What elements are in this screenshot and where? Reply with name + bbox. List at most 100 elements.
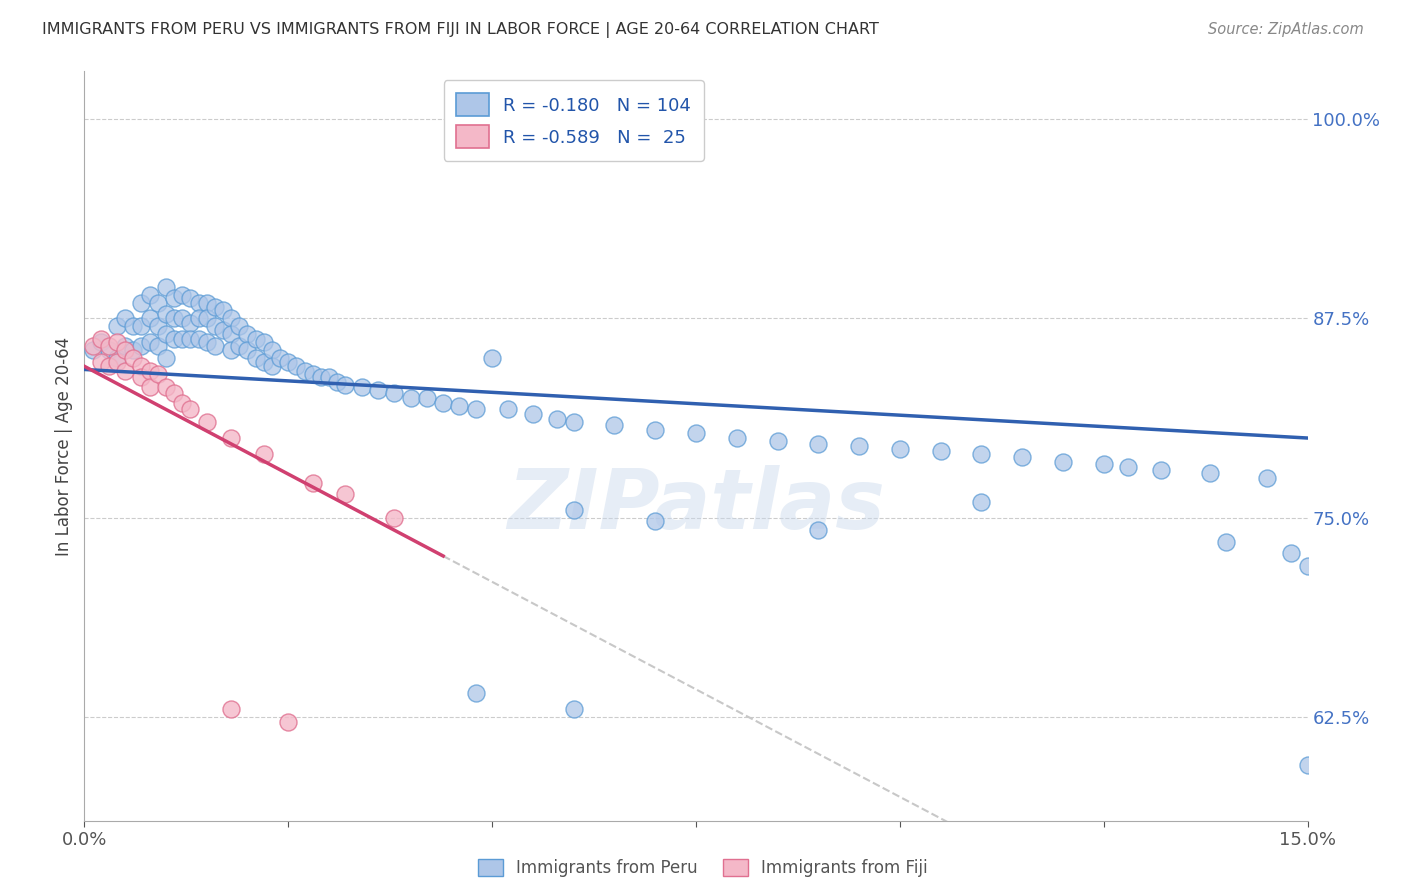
Point	[562, 415, 585, 429]
Point	[253, 447, 276, 461]
Point	[204, 319, 226, 334]
Point	[179, 402, 201, 417]
Point	[131, 319, 153, 334]
Point	[1198, 466, 1220, 480]
Point	[481, 351, 503, 366]
Point	[1011, 450, 1033, 465]
Point	[416, 391, 439, 405]
Point	[382, 510, 405, 524]
Point	[82, 338, 104, 352]
Point	[187, 332, 209, 346]
Point	[326, 376, 349, 390]
Point	[219, 431, 242, 445]
Point	[114, 364, 136, 378]
Point	[122, 351, 145, 366]
Point	[848, 439, 870, 453]
Point	[187, 311, 209, 326]
Point	[807, 524, 830, 538]
Point	[114, 338, 136, 352]
Point	[766, 434, 789, 449]
Point	[155, 380, 177, 394]
Point	[90, 354, 112, 368]
Point	[432, 396, 454, 410]
Point	[277, 354, 299, 368]
Point	[309, 370, 332, 384]
Point	[970, 447, 993, 461]
Point	[335, 487, 357, 501]
Point	[294, 364, 316, 378]
Point	[367, 383, 389, 397]
Point	[195, 415, 218, 429]
Point	[179, 291, 201, 305]
Point	[603, 418, 626, 433]
Point	[685, 426, 707, 441]
Text: ZIPatlas: ZIPatlas	[508, 466, 884, 547]
Point	[522, 407, 544, 421]
Point	[204, 338, 226, 352]
Point	[382, 386, 405, 401]
Point	[807, 437, 830, 451]
Point	[146, 319, 169, 334]
Point	[155, 307, 177, 321]
Point	[236, 327, 259, 342]
Point	[114, 343, 136, 358]
Point	[285, 359, 308, 374]
Y-axis label: In Labor Force | Age 20-64: In Labor Force | Age 20-64	[55, 336, 73, 556]
Point	[562, 502, 585, 516]
Point	[195, 335, 218, 350]
Point	[146, 295, 169, 310]
Point	[155, 351, 177, 366]
Point	[546, 412, 568, 426]
Point	[725, 431, 748, 445]
Point	[644, 514, 666, 528]
Point	[82, 343, 104, 358]
Point	[1279, 546, 1302, 560]
Point	[172, 311, 194, 326]
Point	[163, 386, 186, 401]
Point	[889, 442, 911, 457]
Point	[131, 370, 153, 384]
Point	[277, 714, 299, 729]
Point	[138, 311, 160, 326]
Point	[301, 368, 323, 382]
Point	[204, 301, 226, 315]
Point	[155, 327, 177, 342]
Point	[105, 354, 128, 368]
Point	[172, 287, 194, 301]
Point	[1150, 463, 1173, 477]
Point	[172, 396, 194, 410]
Point	[260, 359, 283, 374]
Point	[138, 335, 160, 350]
Point	[105, 335, 128, 350]
Point	[146, 368, 169, 382]
Text: Source: ZipAtlas.com: Source: ZipAtlas.com	[1208, 22, 1364, 37]
Point	[131, 295, 153, 310]
Point	[212, 323, 235, 337]
Point	[163, 311, 186, 326]
Point	[97, 338, 120, 352]
Point	[644, 423, 666, 437]
Point	[90, 335, 112, 350]
Point	[179, 332, 201, 346]
Point	[138, 364, 160, 378]
Point	[970, 495, 993, 509]
Point	[97, 359, 120, 374]
Point	[163, 291, 186, 305]
Point	[114, 311, 136, 326]
Point	[260, 343, 283, 358]
Point	[498, 402, 520, 417]
Point	[245, 332, 267, 346]
Point	[253, 354, 276, 368]
Point	[131, 338, 153, 352]
Point	[172, 332, 194, 346]
Point	[464, 402, 486, 417]
Point	[219, 702, 242, 716]
Point	[219, 327, 242, 342]
Point	[562, 702, 585, 716]
Point	[245, 351, 267, 366]
Point	[350, 380, 373, 394]
Point	[1296, 757, 1319, 772]
Point	[138, 380, 160, 394]
Point	[335, 378, 357, 392]
Point	[195, 295, 218, 310]
